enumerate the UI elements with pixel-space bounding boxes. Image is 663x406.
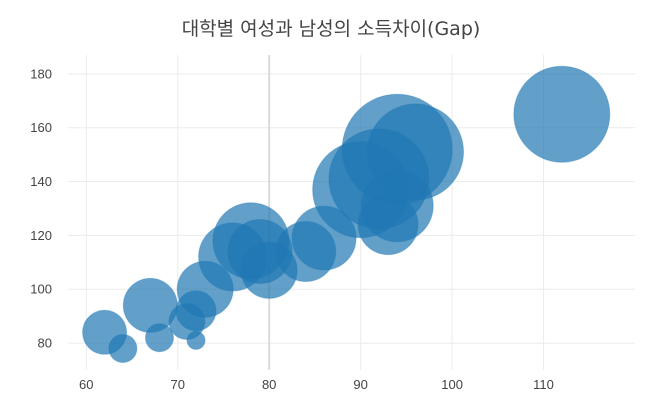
data-point[interactable] — [108, 333, 138, 363]
x-tick-label: 60 — [79, 377, 93, 392]
data-point[interactable] — [367, 103, 465, 201]
axis-ticks: 60 70 80 90 100 110 80 100 120 140 160 180 — [30, 66, 554, 392]
data-point[interactable] — [186, 330, 206, 350]
chart-title: 대학별 여성과 남성의 소득차이(Gap) — [182, 18, 481, 40]
y-tick-label: 140 — [30, 174, 52, 189]
data-point[interactable] — [144, 323, 174, 353]
x-tick-label: 110 — [533, 377, 554, 392]
x-tick-label: 70 — [171, 377, 185, 392]
y-tick-label: 120 — [30, 228, 52, 243]
y-tick-label: 80 — [38, 336, 52, 351]
y-tick-label: 100 — [30, 282, 52, 297]
y-tick-label: 160 — [30, 120, 52, 135]
x-tick-label: 80 — [262, 377, 276, 392]
data-point[interactable] — [513, 65, 611, 163]
y-tick-label: 180 — [30, 66, 52, 81]
x-tick-label: 90 — [353, 377, 367, 392]
data-points — [82, 65, 611, 363]
x-tick-label: 100 — [441, 377, 463, 392]
